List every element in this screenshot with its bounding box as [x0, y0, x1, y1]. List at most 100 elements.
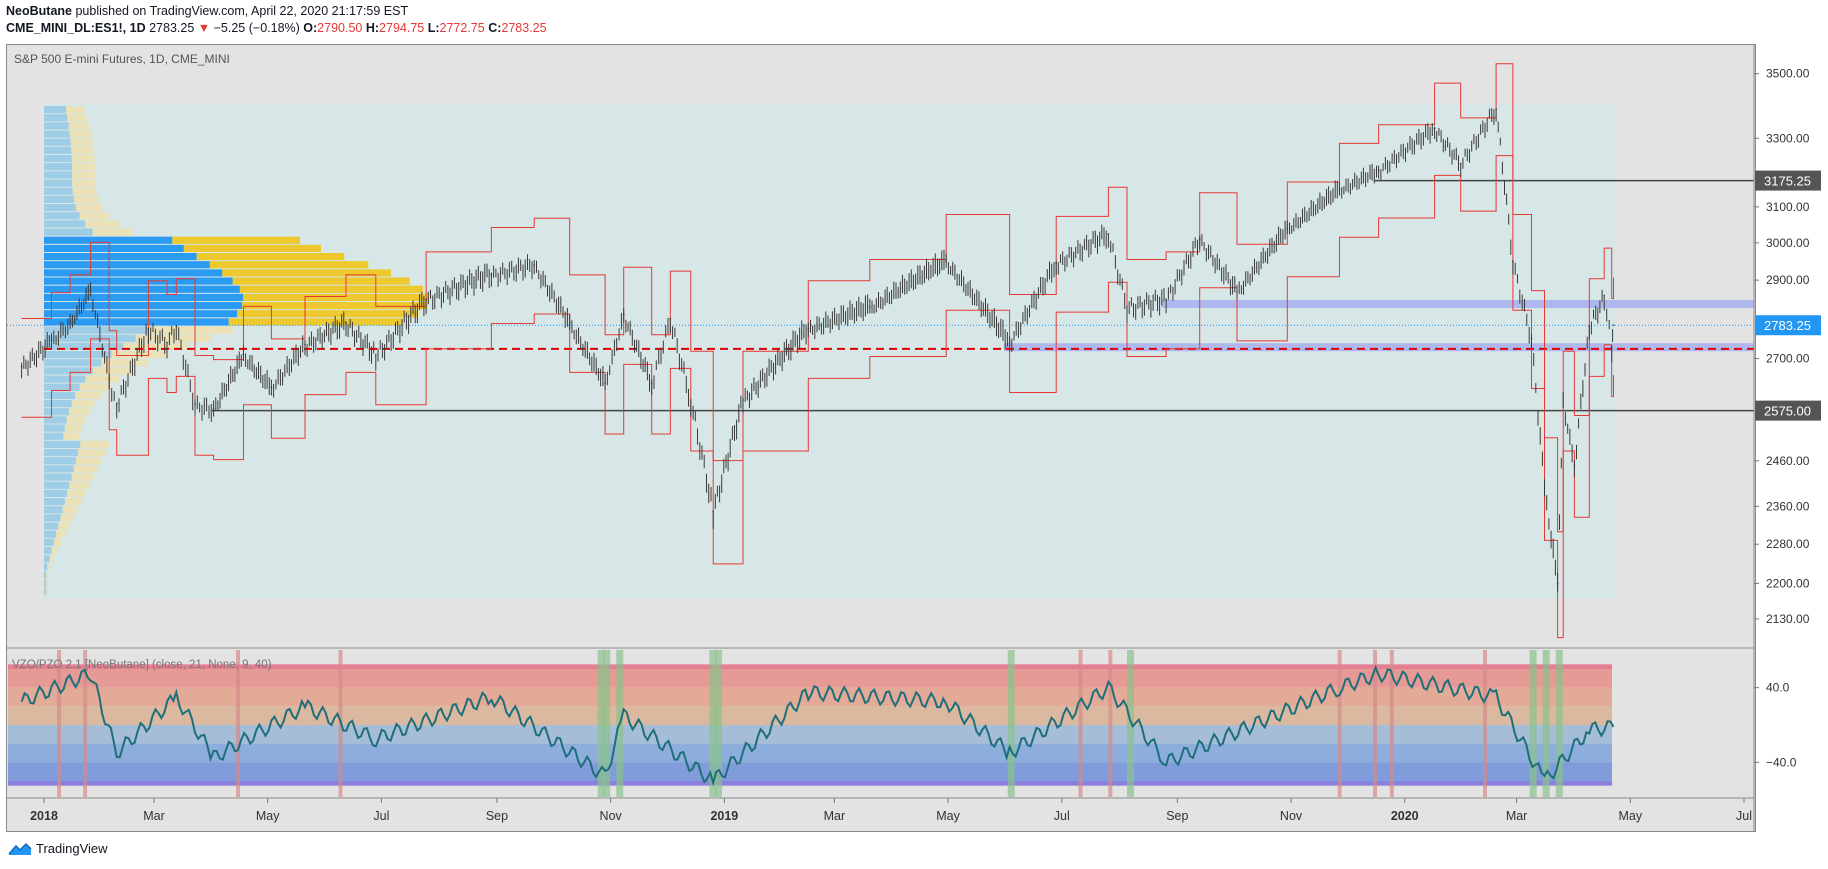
sell-signal-bar: [1337, 650, 1342, 797]
volume-profile-bar: [46, 579, 48, 587]
sell-signal-bar: [235, 650, 240, 797]
volume-profile-bar: [80, 440, 110, 448]
volume-profile-bar: [46, 587, 48, 595]
sell-signal-bar: [83, 650, 88, 797]
chart-title: S&P 500 E-mini Futures, 1D, CME_MINI: [14, 52, 230, 66]
volume-profile-bar: [44, 506, 63, 514]
volume-profile-bar: [44, 138, 71, 146]
volume-profile-bar: [44, 269, 223, 277]
close-point: [669, 317, 672, 320]
close-point: [868, 306, 871, 308]
close-point: [604, 382, 606, 385]
publish-info: published on TradingView.com, April 22, …: [75, 4, 409, 18]
volume-profile-bar: [44, 383, 80, 391]
volume-profile-bar: [75, 457, 102, 465]
demand-zone[interactable]: [1004, 343, 1754, 352]
high-label: H:: [365, 21, 380, 35]
time-tick-label: May: [1618, 809, 1642, 823]
price-tick-label: 3000.00: [1766, 236, 1810, 250]
volume-profile-bar: [72, 187, 97, 195]
close-point: [712, 510, 714, 512]
time-tick-label: Mar: [1506, 809, 1528, 823]
time-tick-label: Nov: [600, 809, 623, 823]
open-value: 2790.50: [317, 21, 363, 35]
close-point: [1198, 238, 1201, 241]
close-point: [1573, 464, 1576, 467]
osc-tick-label: 40.0: [1766, 681, 1790, 695]
volume-profile-bar: [44, 334, 136, 342]
volume-profile-bar: [44, 285, 240, 293]
sell-signal-bar: [1373, 650, 1378, 797]
price-pane[interactable]: [7, 45, 1754, 649]
close-point: [166, 341, 168, 344]
brand-name[interactable]: TradingView: [36, 841, 108, 856]
supply-zone[interactable]: [1162, 299, 1754, 308]
volume-profile-bar: [44, 253, 197, 261]
close-point: [147, 327, 150, 330]
time-tick-label: 2019: [710, 809, 738, 823]
vzo-line: [20, 664, 1615, 787]
indicator-title[interactable]: VZO/PZO 2.1 [NeoButane] (close, 21, None…: [12, 659, 272, 671]
volume-profile-bar: [232, 277, 410, 285]
volume-profile-bar: [44, 522, 59, 530]
oscillator-pane[interactable]: [7, 650, 1754, 797]
close-point: [533, 264, 536, 266]
close-point: [622, 313, 625, 316]
close-point: [1603, 294, 1605, 297]
volume-profile-bar: [44, 293, 244, 301]
volume-profile-bar: [44, 146, 72, 154]
tradingview-logo-icon[interactable]: [8, 842, 32, 856]
price-tag-bg: [1755, 170, 1821, 191]
volume-profile-bar: [46, 571, 48, 579]
volume-profile-bar: [79, 212, 109, 220]
close-point: [194, 403, 196, 406]
time-tick-label: Mar: [143, 809, 165, 823]
volume-profile-bar: [79, 383, 109, 391]
symbol-label[interactable]: CME_MINI_DL:ES1!, 1D: [6, 21, 146, 35]
volume-profile-bar: [68, 122, 89, 130]
volume-profile-bar: [64, 424, 82, 432]
buy-signal-bar: [1007, 650, 1015, 797]
close-point: [1433, 127, 1436, 130]
volume-profile-bar: [44, 514, 61, 522]
buy-signal-bar: [597, 650, 605, 797]
oscillator-band: [8, 781, 1612, 786]
volume-profile-bar: [44, 114, 68, 122]
volume-profile-bar: [76, 204, 103, 212]
volume-profile-bar: [44, 106, 67, 114]
time-tick-label: Sep: [1166, 809, 1188, 823]
close-point: [1338, 188, 1341, 191]
volume-profile-bar: [67, 489, 86, 497]
volume-profile-bar: [101, 359, 149, 367]
sell-signal-bar: [1389, 650, 1394, 797]
publish-line: NeoButane published on TradingView.com, …: [6, 3, 547, 20]
close-point: [270, 386, 273, 389]
down-arrow-icon: ▼: [197, 21, 211, 35]
close-point: [50, 339, 53, 342]
close-point: [1286, 227, 1289, 230]
buy-signal-bar: [1542, 650, 1550, 797]
volume-profile-bar: [73, 465, 98, 473]
volume-profile-bar: [209, 261, 369, 269]
close-point: [568, 321, 571, 324]
price-change: −5.25 (−0.18%): [213, 21, 300, 35]
close-point: [89, 288, 92, 291]
volume-profile-bar: [242, 302, 428, 310]
time-tick-label: Jul: [1736, 809, 1752, 823]
price-tag-label: 2783.25: [1764, 318, 1811, 333]
author-name[interactable]: NeoButane: [6, 4, 72, 18]
volume-profile-bar: [44, 571, 47, 579]
volume-profile-bar: [51, 547, 58, 555]
close-point: [1588, 325, 1591, 328]
volume-profile-bar: [75, 391, 101, 399]
close-point: [1556, 582, 1559, 585]
close-point: [1377, 169, 1380, 172]
chart-canvas[interactable]: 3500.00 3300.00 3100.00 3000.00 2900.00 2700.…: [0, 0, 1828, 832]
time-tick-label: Mar: [824, 809, 846, 823]
volume-profile-bar: [78, 449, 106, 457]
volume-profile-bar: [44, 432, 64, 440]
volume-profile-bar: [44, 122, 69, 130]
price-tick-label: 2360.00: [1766, 499, 1810, 513]
volume-profile-bar: [44, 391, 76, 399]
price-tag-label: 3175.25: [1764, 174, 1811, 189]
